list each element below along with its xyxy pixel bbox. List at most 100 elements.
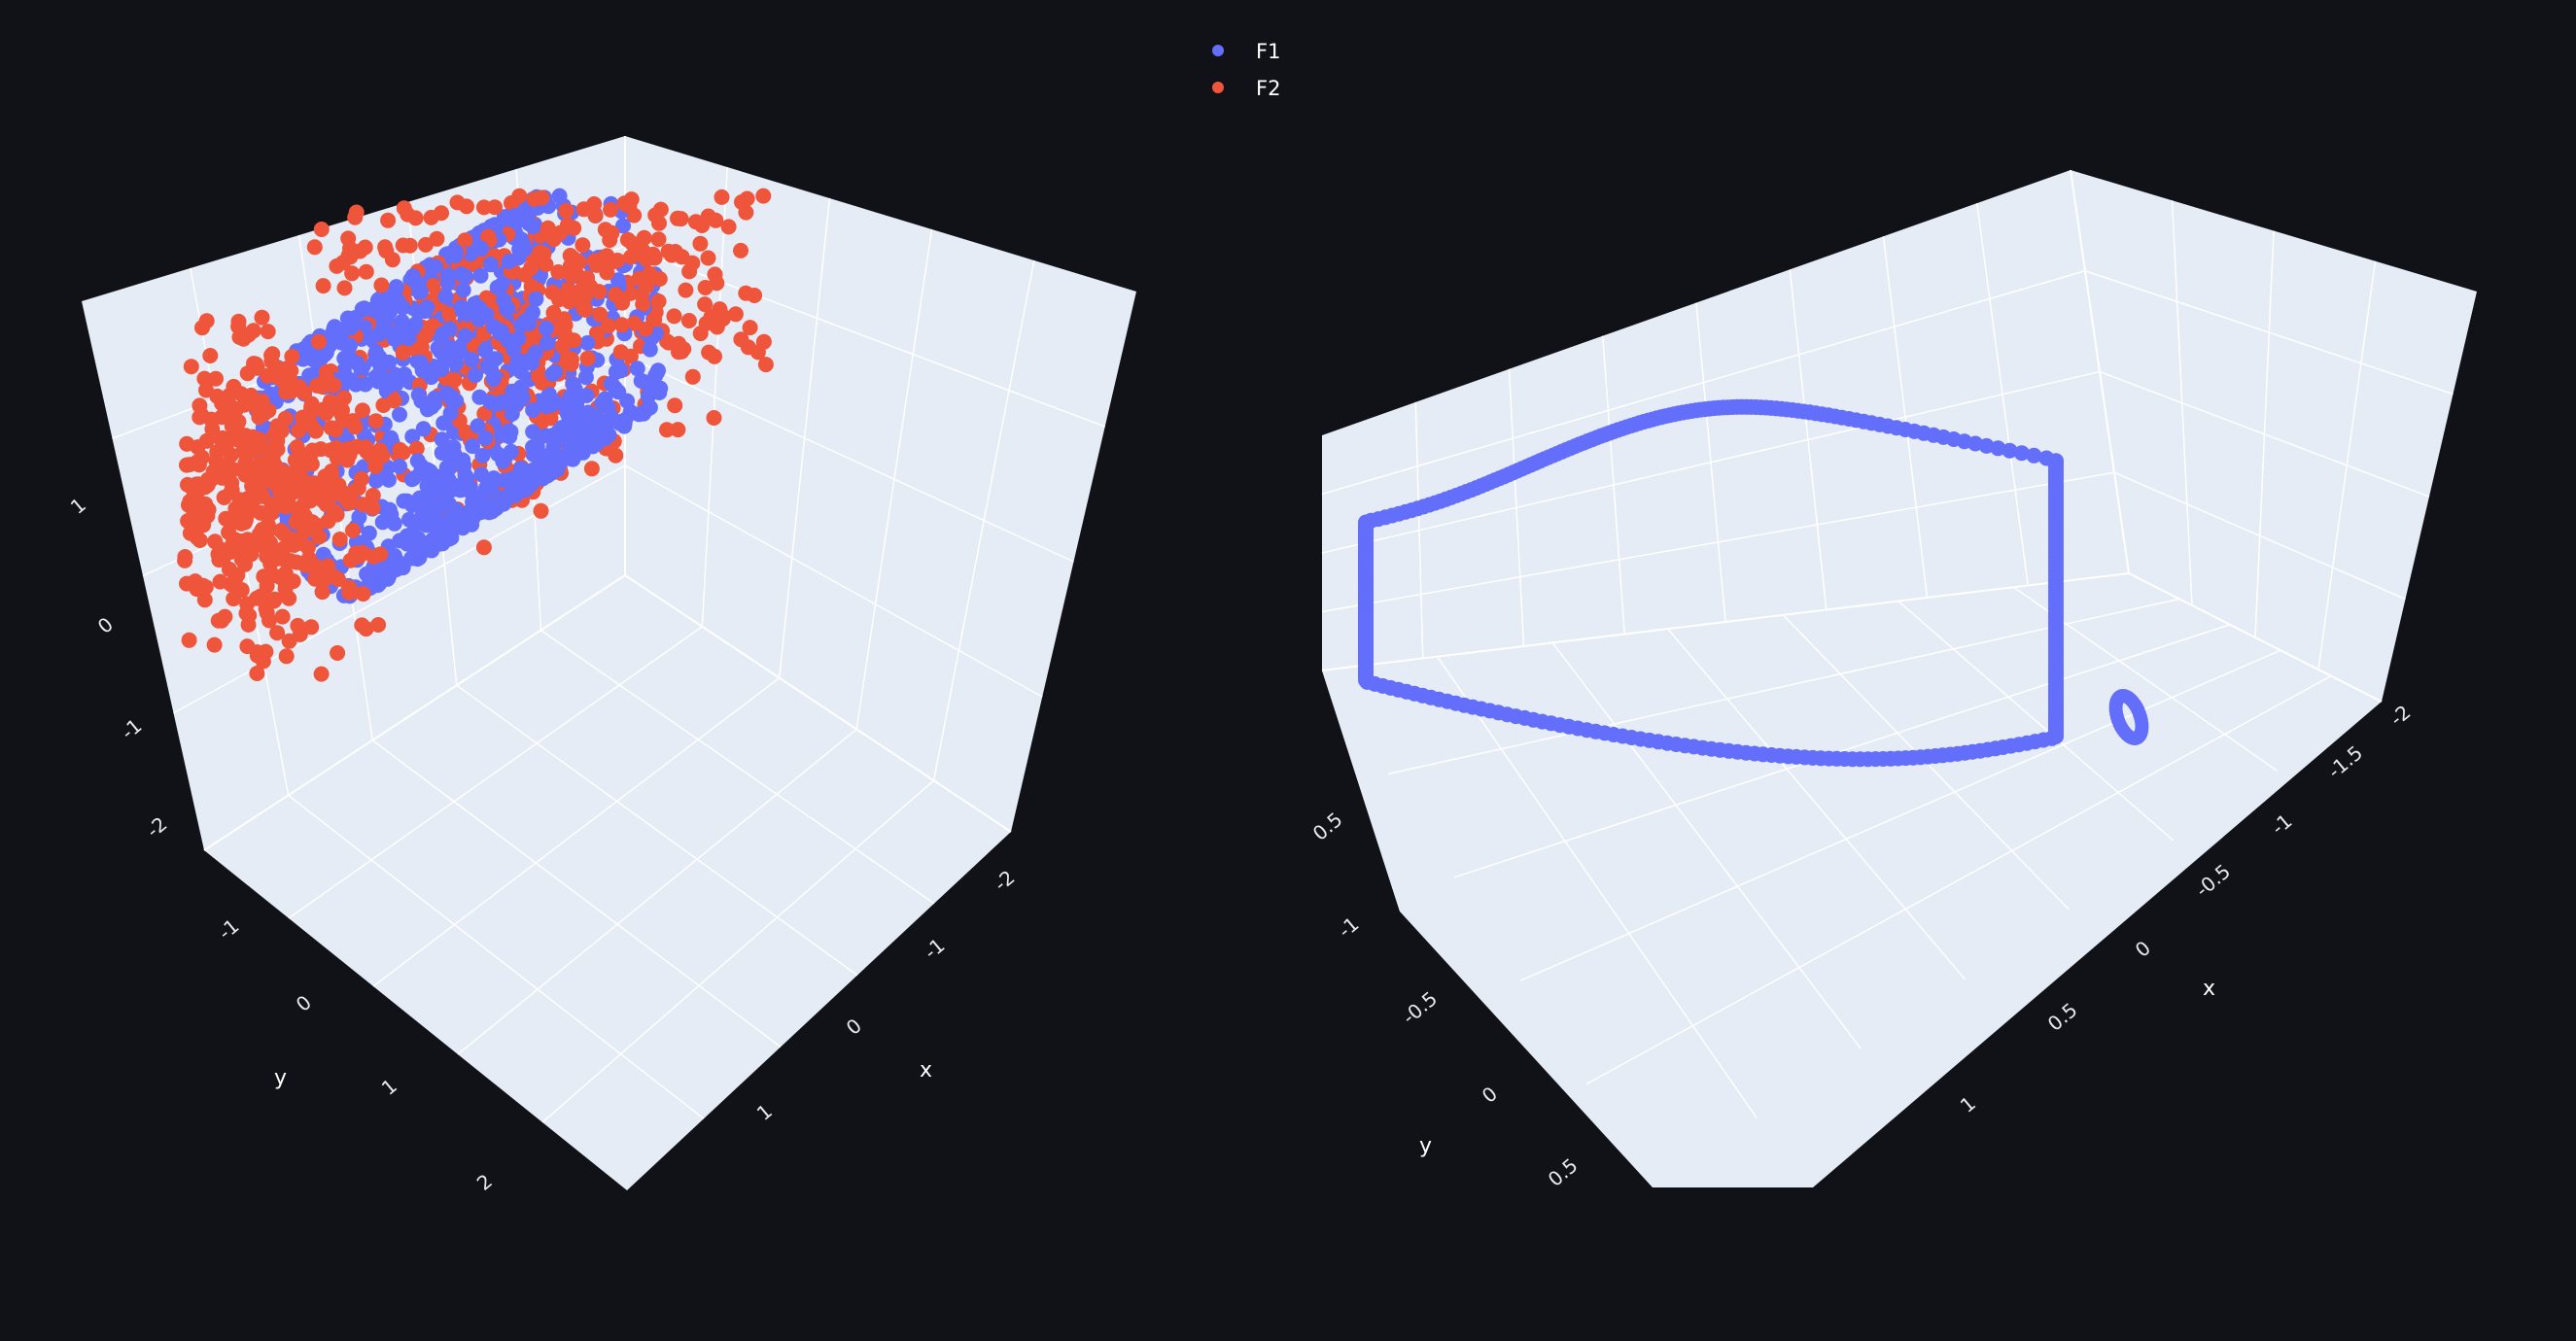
data-point — [465, 438, 480, 455]
left-floor-edge-y — [203, 574, 626, 851]
data-point — [249, 666, 265, 681]
data-point — [314, 584, 331, 601]
data-point — [342, 552, 359, 568]
data-point — [603, 375, 619, 392]
data-point — [579, 335, 596, 351]
data-point — [313, 222, 330, 237]
data-point — [482, 394, 499, 410]
data-point — [380, 212, 397, 228]
data-point — [183, 359, 199, 375]
legend-item-f2[interactable]: F2 — [1212, 77, 1280, 100]
data-point — [418, 517, 435, 533]
data-point — [363, 301, 379, 318]
data-point — [397, 533, 413, 550]
data-point — [207, 533, 224, 550]
data-point — [240, 616, 257, 633]
data-point — [198, 382, 214, 398]
scene-left[interactable]: 1 0 -1 -2 -1 0 1 2 y -2 -1 0 1 x — [66, 136, 1136, 1195]
data-point — [733, 242, 748, 258]
data-point — [269, 432, 286, 449]
data-point — [708, 212, 724, 228]
data-point — [412, 495, 429, 511]
data-point — [678, 282, 694, 298]
gridline — [1436, 656, 1758, 1118]
data-point — [232, 533, 249, 549]
data-point — [249, 462, 265, 478]
legend: F1 F2 — [1212, 40, 1280, 100]
data-point — [697, 296, 714, 313]
data-point — [470, 418, 486, 434]
data-point — [613, 317, 630, 333]
data-point — [579, 350, 596, 366]
gridline — [1321, 270, 2086, 496]
data-point — [671, 335, 687, 352]
data-point — [701, 344, 717, 361]
legend-item-f1[interactable]: F1 — [1212, 40, 1280, 63]
data-point — [757, 357, 774, 373]
data-point — [659, 422, 675, 438]
data-point — [533, 447, 549, 463]
right-y-tick: -0.5 — [1398, 986, 1442, 1028]
data-point — [287, 452, 303, 468]
left-z-tick: -1 — [117, 714, 147, 744]
data-point — [181, 632, 197, 648]
data-point — [2038, 450, 2055, 466]
left-back-wall-x — [625, 136, 1136, 832]
right-x-tick: 0.5 — [2043, 998, 2082, 1036]
data-point — [272, 569, 289, 586]
data-point — [697, 280, 714, 295]
data-point — [196, 370, 213, 387]
data-point — [616, 195, 633, 212]
data-point — [392, 441, 408, 458]
data-point — [403, 471, 420, 488]
data-point — [348, 204, 365, 221]
data-point — [212, 573, 228, 590]
data-point — [210, 546, 226, 563]
data-point — [457, 515, 473, 531]
data-point — [216, 490, 232, 505]
data-point — [592, 306, 609, 323]
data-point — [474, 448, 491, 464]
data-point — [272, 523, 289, 539]
data-point — [234, 547, 251, 564]
right-x-tick: -2 — [2385, 701, 2416, 731]
gridline — [541, 779, 935, 1123]
data-point — [290, 617, 306, 634]
data-point — [742, 320, 758, 336]
data-point — [692, 326, 709, 342]
data-point — [626, 315, 643, 331]
data-point — [692, 235, 709, 252]
data-point — [2002, 442, 2018, 459]
data-point — [395, 299, 411, 316]
data-point — [239, 638, 256, 655]
data-point — [403, 550, 419, 567]
data-point — [587, 207, 604, 224]
data-point — [278, 499, 295, 515]
data-point — [600, 318, 616, 334]
right-x-axis-title: x — [2203, 977, 2215, 1001]
data-point — [309, 377, 325, 394]
data-point — [340, 579, 357, 596]
data-point — [377, 239, 394, 256]
right-gridlines — [1321, 200, 2454, 1118]
data-point — [631, 270, 647, 287]
data-point — [419, 478, 435, 495]
data-point — [470, 311, 487, 327]
data-point — [417, 236, 434, 253]
data-point — [706, 410, 722, 426]
data-point — [370, 617, 387, 633]
data-point — [412, 284, 429, 300]
data-point — [419, 536, 435, 553]
data-point — [237, 466, 254, 483]
data-point — [367, 352, 384, 368]
scene-right[interactable]: 0.5 -1 -0.5 0 0.5 y -2 -1.5 -1 -0.5 0 0.… — [1308, 169, 2477, 1191]
data-point — [487, 199, 503, 216]
data-point — [633, 373, 649, 389]
data-point — [269, 418, 286, 434]
gridline — [2099, 370, 2430, 498]
right-back-wall-x — [2071, 170, 2477, 702]
data-point — [608, 363, 624, 380]
data-point — [387, 370, 403, 387]
data-point — [367, 413, 384, 430]
